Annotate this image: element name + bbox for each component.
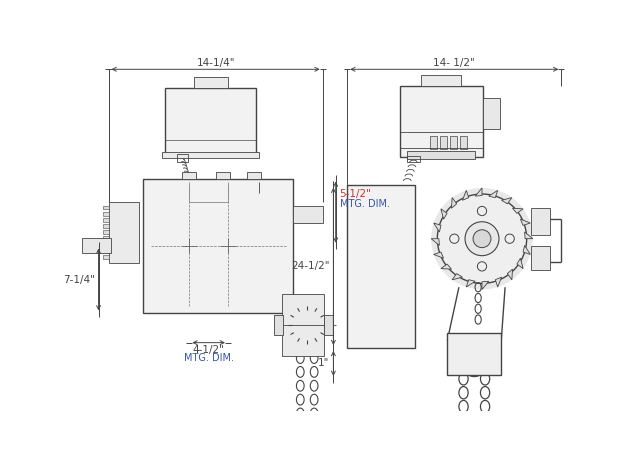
- Bar: [177, 154, 188, 162]
- Polygon shape: [476, 188, 482, 196]
- Circle shape: [367, 298, 371, 302]
- Text: 4-1/2": 4-1/2": [193, 345, 225, 354]
- Polygon shape: [517, 258, 523, 268]
- Bar: [103, 218, 109, 222]
- Bar: [460, 135, 467, 149]
- Circle shape: [437, 194, 527, 283]
- Bar: [182, 172, 196, 179]
- Circle shape: [431, 188, 533, 290]
- Polygon shape: [431, 239, 440, 245]
- Polygon shape: [451, 198, 457, 208]
- Bar: [103, 212, 109, 216]
- Bar: [103, 224, 109, 228]
- Polygon shape: [434, 252, 444, 258]
- Polygon shape: [434, 223, 441, 232]
- Bar: [103, 255, 109, 259]
- Polygon shape: [508, 269, 513, 280]
- Bar: [109, 202, 140, 263]
- Polygon shape: [525, 232, 533, 239]
- Polygon shape: [523, 245, 531, 255]
- Polygon shape: [482, 281, 489, 290]
- Bar: [531, 246, 550, 269]
- Polygon shape: [463, 190, 468, 201]
- Bar: [483, 98, 500, 128]
- Bar: [451, 135, 458, 149]
- Bar: [407, 156, 420, 163]
- Bar: [103, 243, 109, 246]
- Bar: [324, 315, 333, 335]
- Polygon shape: [502, 198, 512, 204]
- Bar: [440, 135, 447, 149]
- Text: MTG. DIM.: MTG. DIM.: [184, 353, 234, 363]
- Text: 24-1/2": 24-1/2": [291, 261, 330, 271]
- Text: 5-1/2": 5-1/2": [340, 189, 371, 199]
- Bar: [407, 151, 475, 158]
- Bar: [103, 237, 109, 240]
- Bar: [247, 172, 261, 179]
- Circle shape: [291, 308, 324, 342]
- Bar: [447, 333, 501, 375]
- Text: MTG. DIM.: MTG. DIM.: [340, 199, 390, 209]
- Bar: [164, 88, 255, 156]
- Bar: [103, 206, 109, 209]
- Polygon shape: [441, 264, 451, 269]
- Bar: [293, 206, 323, 223]
- Bar: [162, 152, 259, 158]
- Bar: [103, 249, 109, 253]
- Bar: [82, 238, 111, 253]
- Text: 14-1/4": 14-1/4": [196, 58, 235, 68]
- Polygon shape: [520, 219, 531, 225]
- Bar: [274, 315, 284, 335]
- Polygon shape: [495, 277, 502, 287]
- Bar: [399, 86, 483, 157]
- Circle shape: [463, 355, 485, 377]
- Bar: [216, 172, 230, 179]
- Bar: [282, 294, 324, 356]
- Polygon shape: [513, 208, 523, 213]
- Circle shape: [473, 230, 491, 248]
- Polygon shape: [452, 274, 463, 280]
- Bar: [531, 208, 550, 235]
- Bar: [143, 179, 293, 313]
- Text: 1": 1": [318, 359, 330, 368]
- Text: 14- 1/2": 14- 1/2": [433, 58, 475, 68]
- Circle shape: [367, 291, 371, 295]
- Bar: [421, 75, 461, 86]
- Circle shape: [367, 283, 371, 287]
- Text: 7-1/4": 7-1/4": [63, 274, 95, 285]
- Polygon shape: [441, 209, 447, 219]
- Polygon shape: [489, 190, 498, 198]
- Bar: [431, 135, 437, 149]
- Bar: [348, 185, 415, 348]
- Bar: [194, 77, 228, 88]
- Circle shape: [465, 222, 499, 255]
- Bar: [103, 230, 109, 234]
- Polygon shape: [467, 280, 476, 287]
